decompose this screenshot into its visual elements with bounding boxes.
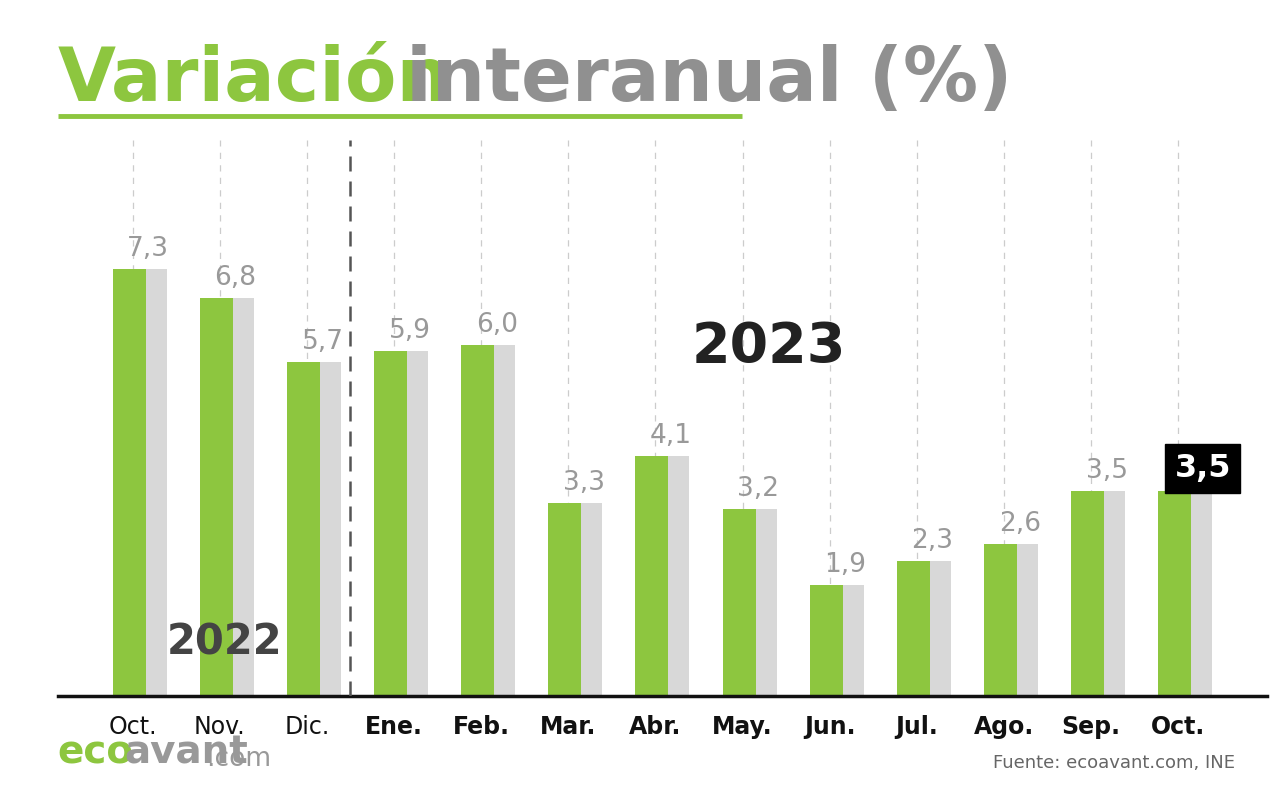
Bar xyxy=(1158,491,1192,696)
Bar xyxy=(644,456,690,696)
Text: 2,3: 2,3 xyxy=(911,528,954,554)
Bar xyxy=(992,544,1038,696)
Bar xyxy=(557,503,603,696)
Bar xyxy=(1080,491,1125,696)
Text: eco: eco xyxy=(58,734,133,772)
Text: 7,3: 7,3 xyxy=(127,236,169,262)
Bar xyxy=(374,350,407,696)
Text: 6,8: 6,8 xyxy=(215,265,256,291)
Bar xyxy=(470,345,515,696)
Bar xyxy=(1167,491,1212,696)
Bar xyxy=(810,585,842,696)
Text: 3,3: 3,3 xyxy=(563,470,605,496)
Bar xyxy=(897,562,929,696)
Bar xyxy=(296,362,340,696)
Text: 3,5: 3,5 xyxy=(1085,458,1128,484)
Bar xyxy=(209,298,253,696)
Bar xyxy=(905,562,951,696)
Bar xyxy=(548,503,581,696)
Bar xyxy=(461,345,494,696)
Bar xyxy=(287,362,320,696)
Text: 2023: 2023 xyxy=(691,320,846,374)
Bar xyxy=(200,298,233,696)
Text: 5,7: 5,7 xyxy=(302,330,343,355)
Text: 3,2: 3,2 xyxy=(737,476,780,502)
Text: 3,5: 3,5 xyxy=(1174,453,1231,484)
Text: 1,9: 1,9 xyxy=(824,552,867,578)
Bar xyxy=(122,269,166,696)
Bar xyxy=(113,269,146,696)
Text: Fuente: ecoavant.com, INE: Fuente: ecoavant.com, INE xyxy=(993,754,1235,772)
Bar xyxy=(1071,491,1105,696)
Text: Variación: Variación xyxy=(58,44,451,117)
Text: 5,9: 5,9 xyxy=(389,318,430,344)
Bar xyxy=(722,509,755,696)
Text: 2,6: 2,6 xyxy=(998,511,1041,537)
Bar xyxy=(635,456,668,696)
Text: 2022: 2022 xyxy=(166,622,282,664)
Bar xyxy=(818,585,864,696)
Text: interanual (%): interanual (%) xyxy=(380,44,1012,117)
Bar xyxy=(731,509,777,696)
Text: 4,1: 4,1 xyxy=(650,423,692,449)
Bar xyxy=(984,544,1018,696)
Text: 6,0: 6,0 xyxy=(476,312,518,338)
Text: avant: avant xyxy=(124,734,248,772)
Bar xyxy=(383,350,428,696)
Text: .com: .com xyxy=(206,746,271,772)
